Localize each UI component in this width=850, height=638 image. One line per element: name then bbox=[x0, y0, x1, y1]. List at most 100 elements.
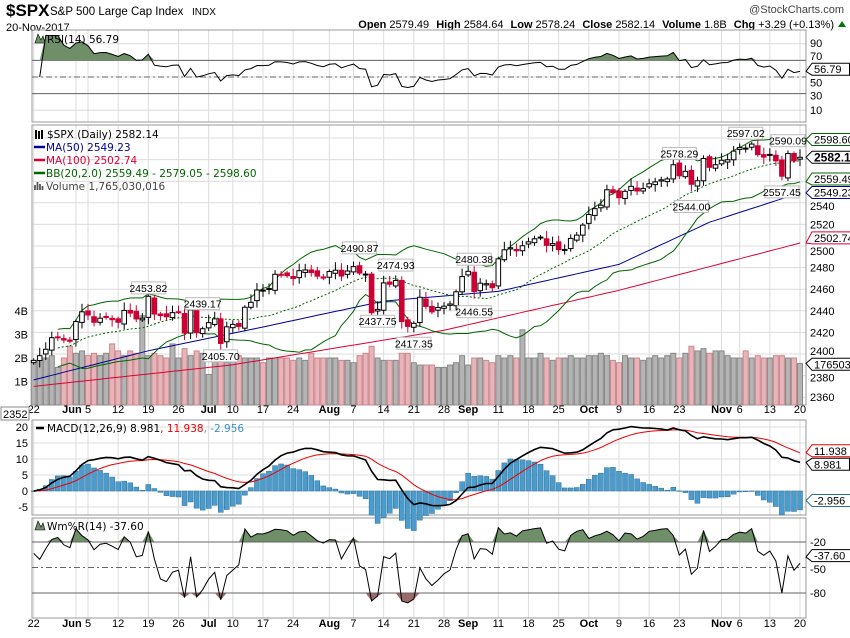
willr-tick-label: -50 bbox=[810, 564, 826, 576]
volume-bar bbox=[778, 355, 785, 406]
macd-histogram-bar bbox=[543, 470, 550, 492]
macd-histogram-bar bbox=[652, 486, 658, 492]
price-annotation: 2590.09 bbox=[769, 136, 807, 148]
x-axis-label: 26 bbox=[172, 404, 184, 416]
volume-bar bbox=[296, 357, 303, 406]
macd-histogram-bar bbox=[224, 490, 230, 510]
macd-histogram-bar bbox=[133, 486, 140, 492]
macd-histogram-bar bbox=[773, 490, 779, 507]
x-axis-label: Nov bbox=[711, 618, 733, 630]
candle-body bbox=[236, 323, 242, 327]
price-annotation-box bbox=[342, 241, 378, 255]
candle-body bbox=[169, 312, 176, 319]
volume-tick-label: 2B bbox=[15, 353, 28, 365]
macd-histogram-bar bbox=[616, 470, 622, 492]
macd-histogram-bar bbox=[628, 474, 634, 492]
candle-body bbox=[670, 164, 677, 180]
macd-legend-signal: , 11.938 bbox=[160, 423, 203, 435]
candle-body bbox=[779, 159, 785, 177]
panel-frame bbox=[31, 29, 807, 123]
volume-bar bbox=[97, 355, 104, 406]
x-axis-label: 22 bbox=[28, 618, 40, 630]
macd-histogram-bar bbox=[555, 482, 562, 492]
close-label: Close bbox=[582, 19, 612, 31]
x-axis-label: 14 bbox=[378, 404, 390, 416]
x-axis-label: Sep bbox=[458, 404, 478, 416]
volume-bar bbox=[54, 366, 61, 406]
x-axis-label: 5 bbox=[85, 618, 91, 630]
price-annotation-box bbox=[360, 314, 396, 328]
symbol: $SPX bbox=[6, 1, 50, 20]
volume-bar bbox=[404, 352, 411, 406]
macd-histogram-bar bbox=[592, 475, 598, 492]
candle-body bbox=[754, 145, 761, 156]
volume-bar bbox=[163, 357, 170, 406]
volume-bar bbox=[368, 345, 375, 406]
candle-body bbox=[344, 270, 351, 275]
candle-body bbox=[133, 310, 140, 320]
volume-bar bbox=[513, 357, 520, 406]
volume-bar bbox=[573, 357, 580, 406]
macd-histogram-bar bbox=[242, 490, 248, 496]
macd-histogram-bar bbox=[447, 490, 453, 501]
volume-bar bbox=[543, 357, 550, 406]
x-axis-label: 12 bbox=[112, 404, 124, 416]
x-axis-label: Aug bbox=[319, 618, 340, 630]
price-tick-label: 2480 bbox=[810, 263, 834, 275]
price-annotation: 2453.82 bbox=[129, 283, 167, 295]
macd-hist-tag: -2.956 bbox=[814, 496, 845, 508]
macd-histogram-bar bbox=[326, 487, 333, 492]
x-axis-label: 25 bbox=[553, 618, 565, 630]
price-tick-label: 2520 bbox=[810, 219, 834, 231]
candle-body bbox=[598, 204, 604, 209]
candle-body bbox=[483, 283, 490, 286]
volume-bar bbox=[622, 355, 629, 406]
low-label: Low bbox=[511, 19, 533, 31]
price-annotation-box bbox=[728, 126, 764, 140]
volume-bar bbox=[585, 355, 592, 406]
willr-tick-label: -80 bbox=[810, 588, 826, 600]
macd-histogram-bar bbox=[230, 490, 236, 507]
candle-body bbox=[205, 322, 212, 329]
macd-histogram-bar bbox=[308, 475, 315, 492]
macd-histogram-bar bbox=[610, 467, 616, 492]
macd-histogram-bar bbox=[531, 461, 538, 492]
candle-body bbox=[417, 296, 423, 323]
macd-histogram-bar bbox=[435, 490, 441, 510]
macd-histogram-bar bbox=[501, 462, 508, 492]
macd-tick-label: 5 bbox=[22, 470, 28, 482]
macd-histogram-bar bbox=[175, 490, 182, 498]
volume-bar bbox=[416, 364, 423, 406]
volume-bar bbox=[199, 352, 206, 406]
ma50-tag-box bbox=[805, 186, 850, 199]
volume-bar bbox=[724, 355, 731, 406]
ma100-tag-box bbox=[805, 231, 850, 245]
volume-bar bbox=[48, 355, 55, 406]
willr-legend: Wm%R(14) -37.60 bbox=[34, 520, 144, 533]
low-value: 2578.24 bbox=[536, 19, 576, 31]
volume-bar bbox=[465, 364, 472, 406]
candle-body bbox=[97, 317, 103, 323]
price-tick-label: 2540 bbox=[810, 201, 834, 213]
candle-body bbox=[67, 339, 73, 342]
volume-bar bbox=[386, 359, 393, 406]
candle-body bbox=[694, 180, 701, 187]
x-axis-label: Jun bbox=[62, 618, 82, 630]
x-axis-label: 6 bbox=[737, 618, 743, 630]
candle-body bbox=[748, 143, 755, 148]
candle-body bbox=[477, 282, 484, 292]
x-axis-label: 7 bbox=[350, 618, 356, 630]
x-axis-label: 17 bbox=[257, 618, 269, 630]
x-axis-label: 16 bbox=[643, 618, 655, 630]
macd-histogram-bar bbox=[405, 490, 411, 529]
x-axis-label: 7 bbox=[350, 404, 356, 416]
price-annotation-box bbox=[396, 336, 432, 350]
candle-body bbox=[459, 276, 465, 293]
macd-histogram-bar bbox=[742, 490, 749, 492]
price-tick-label: 2400 bbox=[810, 346, 834, 358]
macd-legend-text: MACD(12,26,9) 8.981, 11.938, -2.956 bbox=[47, 423, 244, 435]
macd-histogram-bar bbox=[465, 472, 471, 492]
macd-histogram-bar bbox=[706, 490, 713, 499]
x-axis-label: 10 bbox=[227, 404, 239, 416]
volume-bar bbox=[259, 362, 266, 406]
